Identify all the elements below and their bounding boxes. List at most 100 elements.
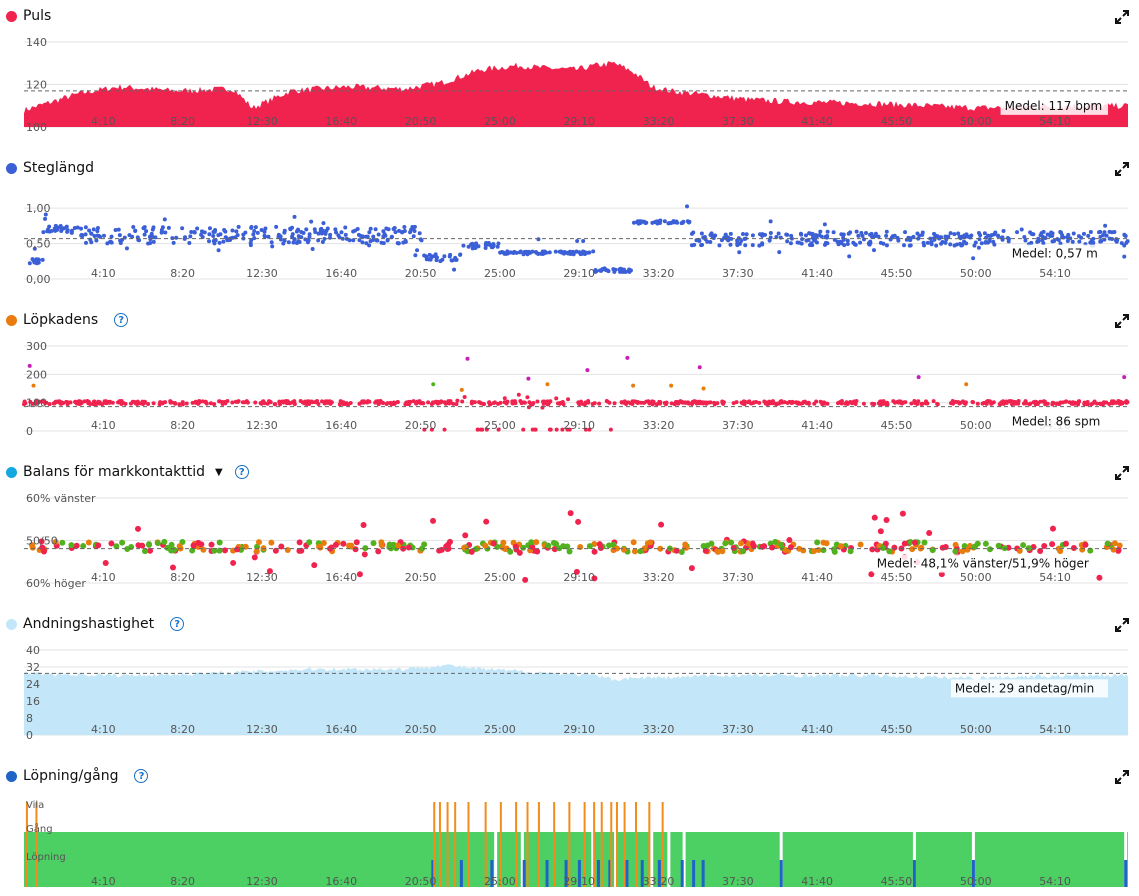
data-point — [854, 229, 859, 234]
data-point — [500, 544, 507, 551]
expand-icon[interactable] — [1115, 770, 1129, 784]
data-point — [702, 547, 709, 554]
data-point — [371, 234, 376, 239]
balans-chart: 60% vänster 50/50 60% höger 4:10 8:20 12:30 16… — [24, 492, 1128, 590]
data-point — [741, 231, 746, 236]
data-point — [206, 239, 211, 244]
data-point — [177, 402, 182, 407]
data-point — [142, 225, 147, 230]
data-point — [1052, 238, 1057, 243]
data-point — [253, 400, 258, 405]
data-point — [296, 547, 303, 554]
data-point — [804, 401, 809, 406]
data-point — [1055, 401, 1060, 406]
data-point — [262, 233, 267, 238]
expand-icon[interactable] — [1115, 162, 1129, 176]
data-point — [113, 543, 120, 550]
run-mark — [779, 860, 783, 887]
help-icon[interactable]: ? — [170, 617, 185, 631]
y-tick-label: 140 — [26, 36, 47, 49]
data-point — [452, 267, 457, 272]
data-point — [662, 219, 667, 224]
rest-mark — [515, 802, 518, 887]
data-point — [525, 395, 530, 400]
data-point — [618, 269, 623, 274]
help-icon[interactable]: ? — [114, 313, 129, 327]
chevron-down-icon[interactable]: ▼ — [215, 466, 223, 478]
data-point — [1041, 229, 1046, 234]
data-point — [545, 542, 552, 549]
data-point — [976, 230, 981, 235]
run-mark — [971, 860, 975, 887]
run-mark — [564, 860, 568, 887]
data-point — [881, 241, 886, 246]
data-point — [675, 220, 680, 225]
panel-title: Puls — [6, 6, 51, 26]
data-point — [243, 230, 248, 235]
data-point — [253, 225, 258, 230]
expand-icon[interactable] — [1115, 618, 1129, 632]
data-point — [679, 400, 684, 405]
data-point — [211, 230, 216, 235]
data-point — [1070, 544, 1077, 551]
data-point — [704, 401, 709, 406]
data-point — [657, 545, 664, 552]
data-point — [341, 402, 346, 407]
expand-icon[interactable] — [1115, 10, 1129, 24]
data-point — [587, 427, 592, 432]
data-point — [1016, 547, 1023, 554]
data-point — [772, 538, 779, 545]
data-point — [417, 231, 422, 236]
data-point — [547, 400, 552, 405]
data-point — [939, 241, 944, 246]
y-tick-label: 0,50 — [26, 238, 51, 251]
data-point — [1051, 401, 1056, 406]
data-point — [575, 518, 582, 525]
data-point — [536, 237, 541, 242]
expand-icon[interactable] — [1115, 314, 1129, 328]
data-point — [654, 402, 659, 407]
data-point — [600, 267, 605, 272]
data-point — [926, 529, 933, 536]
data-point — [405, 544, 412, 551]
run-mark — [490, 860, 494, 887]
data-point — [65, 400, 70, 405]
outlier-point — [465, 356, 470, 361]
data-point — [1056, 237, 1061, 242]
data-point — [180, 226, 185, 231]
x-tick-label: 20:50 — [405, 115, 437, 128]
category-label: Gång — [26, 822, 53, 835]
mean-label-bg — [872, 554, 1108, 573]
help-icon[interactable]: ? — [134, 769, 149, 783]
data-point — [80, 234, 85, 239]
data-point — [182, 236, 187, 241]
run-mark — [577, 860, 581, 887]
data-point — [1036, 239, 1041, 244]
data-point — [708, 240, 713, 245]
data-point — [442, 427, 447, 432]
expand-icon[interactable] — [1115, 466, 1129, 480]
data-point — [1067, 400, 1072, 405]
data-point — [483, 518, 490, 525]
data-point — [789, 236, 794, 241]
data-point — [258, 401, 263, 406]
data-point — [268, 539, 275, 546]
data-point — [53, 223, 58, 228]
data-point — [960, 399, 965, 404]
data-point — [223, 229, 228, 234]
data-point — [823, 540, 830, 547]
data-point — [1023, 238, 1028, 243]
data-point — [234, 229, 239, 234]
data-point — [566, 548, 573, 555]
data-point — [575, 238, 580, 243]
x-tick-label: 8:20 — [170, 267, 195, 280]
data-point — [268, 400, 273, 405]
data-point — [199, 229, 204, 234]
x-tick-label: 45:50 — [881, 723, 913, 736]
andning-panel: Andningshastighet ? 0 8 16 24 32 40 4:10 8:20 12… — [0, 608, 1139, 760]
data-point — [347, 238, 352, 243]
data-point — [576, 400, 581, 405]
help-icon[interactable]: ? — [234, 465, 249, 479]
data-point — [909, 546, 916, 553]
gap-mark — [667, 832, 671, 887]
